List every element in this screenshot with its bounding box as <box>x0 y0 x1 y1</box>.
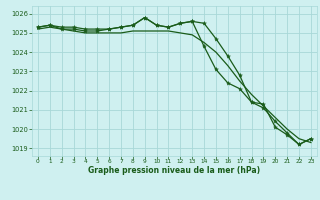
X-axis label: Graphe pression niveau de la mer (hPa): Graphe pression niveau de la mer (hPa) <box>88 166 260 175</box>
